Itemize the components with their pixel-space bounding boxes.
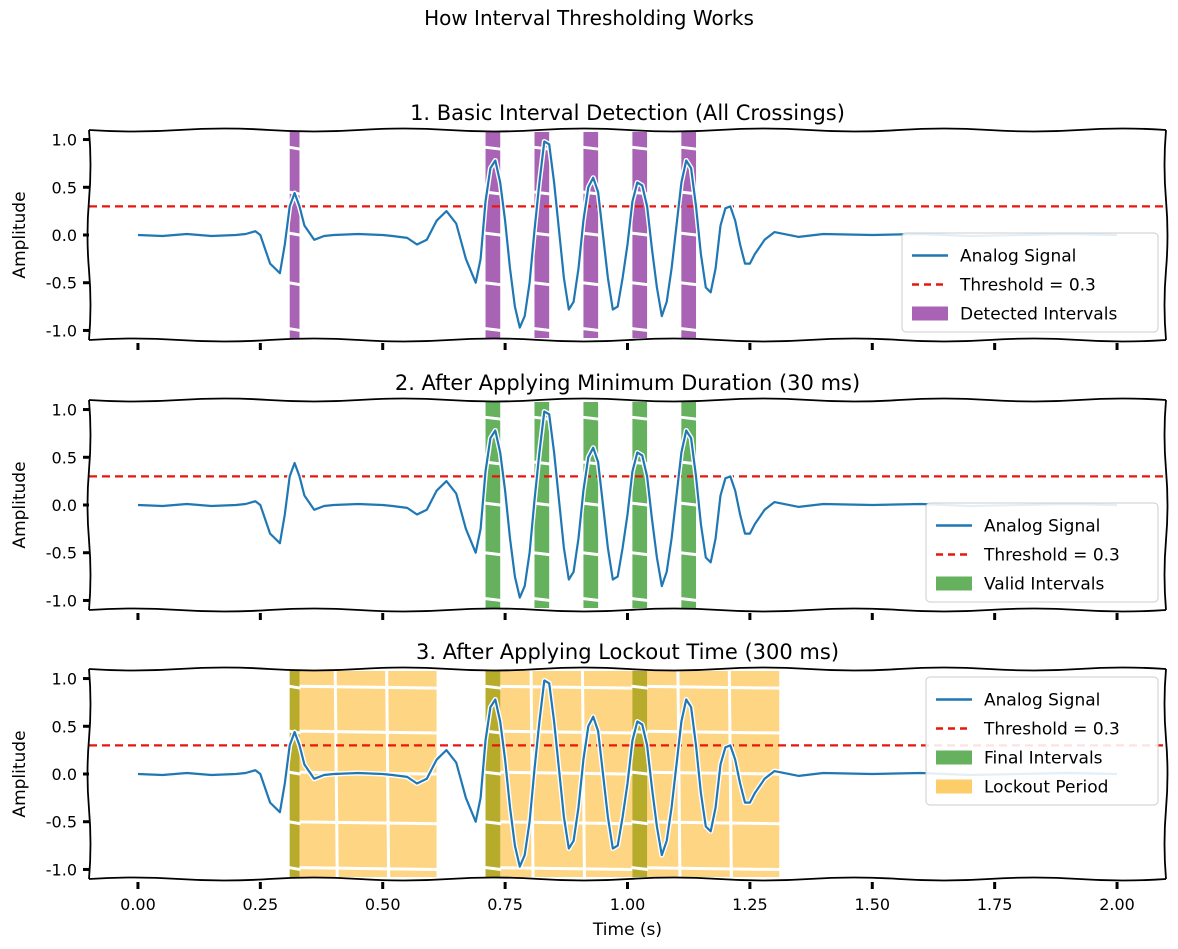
x-tick-label: 0.25 xyxy=(243,895,279,914)
legend-box xyxy=(901,232,1159,333)
lockout-span xyxy=(631,670,781,878)
axes-top-spine xyxy=(88,127,1167,133)
legend-label: Analog Signal xyxy=(984,517,1100,537)
axes-top-spine xyxy=(88,666,1167,672)
legend-label: Analog Signal xyxy=(984,691,1100,711)
valid-span xyxy=(631,402,649,608)
y-tick-label: -1.0 xyxy=(46,860,77,879)
axes-bottom-spine xyxy=(88,876,1167,882)
y-tick-label: -0.5 xyxy=(46,813,77,832)
legend: Analog Signal Threshold = 0.3 Detected Int… xyxy=(901,232,1159,333)
lockout-span xyxy=(484,670,634,878)
axes-right-spine xyxy=(1163,668,1169,880)
y-tick-label: -0.5 xyxy=(46,544,77,563)
panel-title: 2. After Applying Minimum Duration (30 m… xyxy=(395,371,860,395)
x-tick-label: 1.75 xyxy=(977,895,1013,914)
legend-patch-swatch xyxy=(936,779,972,794)
y-tick-label: 0.0 xyxy=(52,226,77,245)
plot-area xyxy=(89,670,1166,878)
y-tick-label: 1.0 xyxy=(52,131,77,150)
panel-title: 3. After Applying Lockout Time (300 ms) xyxy=(416,640,839,664)
legend-patch-swatch xyxy=(912,306,948,321)
axes-bottom-spine xyxy=(88,607,1167,613)
panel-1: 1. Basic Interval Detection (All Crossin… xyxy=(10,101,1169,350)
legend-label: Lockout Period xyxy=(984,778,1108,798)
y-axis-label: Amplitude xyxy=(10,191,30,278)
figure-title: How Interval Thresholding Works xyxy=(424,6,754,30)
y-tick-label: 0.5 xyxy=(52,448,77,467)
legend-label: Threshold = 0.3 xyxy=(983,720,1120,740)
legend-patch-swatch xyxy=(936,576,972,591)
legend-label: Analog Signal xyxy=(960,247,1076,267)
legend-label: Valid Intervals xyxy=(984,575,1104,595)
detected-span xyxy=(288,132,301,338)
x-tick-label: 1.50 xyxy=(854,895,890,914)
y-tick-label: -0.5 xyxy=(46,274,77,293)
y-tick-label: 0.0 xyxy=(52,765,77,784)
axes-right-spine xyxy=(1163,399,1169,611)
x-tick-label: 2.00 xyxy=(1099,895,1135,914)
axes-bottom-spine xyxy=(88,337,1167,343)
panel-2: 2. After Applying Minimum Duration (30 m… xyxy=(10,371,1169,620)
signal-line xyxy=(137,679,1118,868)
plot-area xyxy=(89,132,1166,338)
x-tick-label: 0.75 xyxy=(487,895,523,914)
y-tick-label: -1.0 xyxy=(46,591,77,610)
y-axis-label: Amplitude xyxy=(10,461,30,548)
y-axis-label: Amplitude xyxy=(10,730,30,817)
valid-span xyxy=(582,402,600,608)
detected-span xyxy=(582,132,600,338)
y-tick-label: 1.0 xyxy=(52,401,77,420)
y-tick-label: 0.0 xyxy=(52,496,77,515)
y-tick-label: 0.5 xyxy=(52,717,77,736)
legend-patch-swatch xyxy=(936,750,972,765)
legend-label: Final Intervals xyxy=(984,749,1103,769)
x-tick-label: 1.25 xyxy=(732,895,768,914)
final-span xyxy=(631,671,649,877)
signal-line xyxy=(137,140,1118,329)
axes-right-spine xyxy=(1163,129,1169,341)
legend-label: Threshold = 0.3 xyxy=(959,276,1096,296)
x-tick-label: 1.00 xyxy=(610,895,646,914)
x-tick-label: 0.50 xyxy=(365,895,401,914)
legend-box xyxy=(925,502,1159,603)
y-tick-label: 0.5 xyxy=(52,178,77,197)
final-span xyxy=(288,671,301,877)
legend: Analog Signal Threshold = 0.3 Valid Interv… xyxy=(925,502,1159,603)
y-tick-label: 1.0 xyxy=(52,670,77,689)
y-tick-label: -1.0 xyxy=(46,321,77,340)
signal-line xyxy=(137,410,1118,599)
plot-area xyxy=(89,402,1166,608)
panel-3: 3. After Applying Lockout Time (300 ms) 1… xyxy=(10,640,1169,940)
axes-top-spine xyxy=(88,397,1167,403)
detected-span xyxy=(631,132,649,338)
legend-label: Threshold = 0.3 xyxy=(983,546,1120,566)
legend-label: Detected Intervals xyxy=(960,305,1117,325)
panel-title: 1. Basic Interval Detection (All Crossin… xyxy=(410,101,845,125)
legend-box xyxy=(925,676,1159,806)
x-tick-label: 0.00 xyxy=(120,895,156,914)
x-axis-label: Time (s) xyxy=(592,920,662,940)
legend: Analog Signal Threshold = 0.3 Final Interv… xyxy=(925,676,1159,806)
